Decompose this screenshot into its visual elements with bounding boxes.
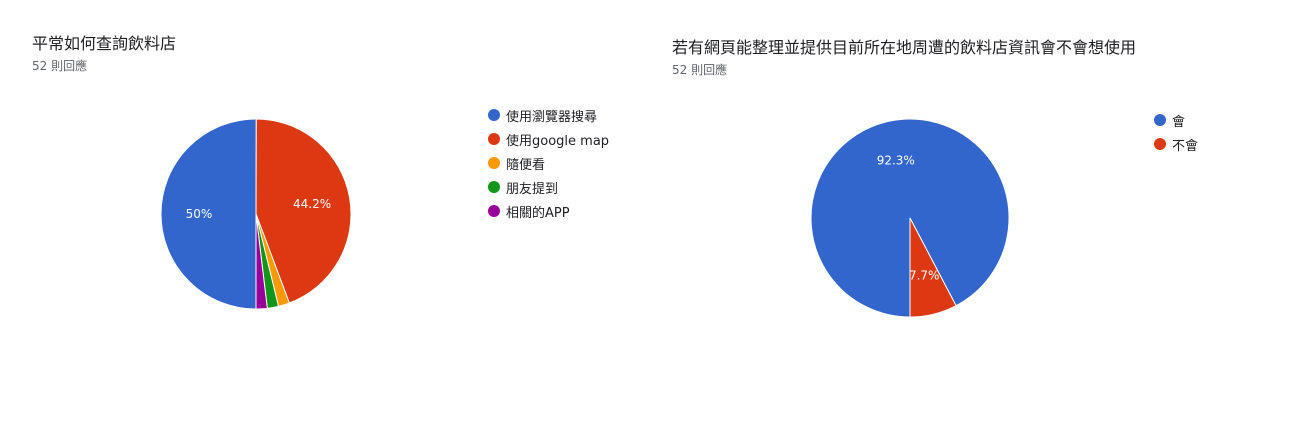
legend-swatch-icon	[488, 181, 500, 193]
legend-item[interactable]: 相關的APP	[488, 199, 609, 223]
pie-slice-google-map[interactable]	[255, 118, 352, 304]
slice-data-label: 44.2%	[293, 197, 331, 211]
pie-slices	[810, 118, 1010, 318]
legend-swatch-icon	[1154, 114, 1166, 126]
legend-item[interactable]: 使用瀏覽器搜尋	[488, 103, 609, 127]
pie-slices	[160, 118, 352, 310]
response-count: 52 則回應	[672, 63, 728, 77]
legend-swatch-icon	[488, 205, 500, 217]
legend-swatch-icon	[488, 157, 500, 169]
pie-data-labels: 50% 44.2%	[186, 197, 332, 221]
slice-data-label: 7.7%	[909, 269, 940, 283]
chart-title: 平常如何查詢飲料店	[32, 34, 177, 53]
chart-panel-left: 平常如何查詢飲料店 52 則回應 50% 44.2% 使用瀏覽器搜尋 使用googl…	[0, 0, 650, 427]
pie-chart-right: 92.3% 7.7%	[810, 118, 1010, 318]
legend-right: 會不會	[1154, 108, 1198, 156]
pie-chart-left: 50% 44.2%	[160, 118, 352, 310]
legend-label: 使用瀏覽器搜尋	[506, 109, 598, 125]
chart-panel-right: 若有網頁能整理並提供目前所在地周遭的飲料店資訊會不會想使用 52 則回應 92.…	[650, 0, 1301, 427]
legend-label: 不會	[1172, 138, 1199, 154]
pie-slice-item-1[interactable]	[909, 217, 957, 318]
legend-item[interactable]: 隨便看	[488, 151, 609, 175]
pie-slice-item-0[interactable]	[160, 118, 257, 310]
legend-swatch-icon	[1154, 138, 1166, 150]
legend-swatch-icon	[488, 133, 500, 145]
legend-item[interactable]: 會	[1154, 108, 1198, 132]
legend-label: 相關的APP	[506, 205, 570, 221]
legend-left: 使用瀏覽器搜尋 使用google map 隨便看朋友提到相關的APP	[488, 103, 609, 223]
pie-data-labels: 92.3% 7.7%	[877, 153, 940, 282]
legend-label: 使用google map	[506, 133, 610, 149]
legend-item[interactable]: 使用google map	[488, 127, 609, 151]
chart-title: 若有網頁能整理並提供目前所在地周遭的飲料店資訊會不會想使用	[672, 38, 1137, 57]
legend-label: 朋友提到	[506, 181, 559, 197]
legend-label: 隨便看	[506, 157, 546, 173]
legend-label: 會	[1172, 114, 1186, 130]
slice-data-label: 50%	[186, 207, 213, 221]
legend-swatch-icon	[488, 109, 500, 121]
slice-data-label: 92.3%	[877, 153, 915, 167]
response-count: 52 則回應	[32, 59, 88, 73]
pie-slice-app[interactable]	[255, 213, 268, 310]
legend-item[interactable]: 不會	[1154, 132, 1198, 156]
legend-item[interactable]: 朋友提到	[488, 175, 609, 199]
